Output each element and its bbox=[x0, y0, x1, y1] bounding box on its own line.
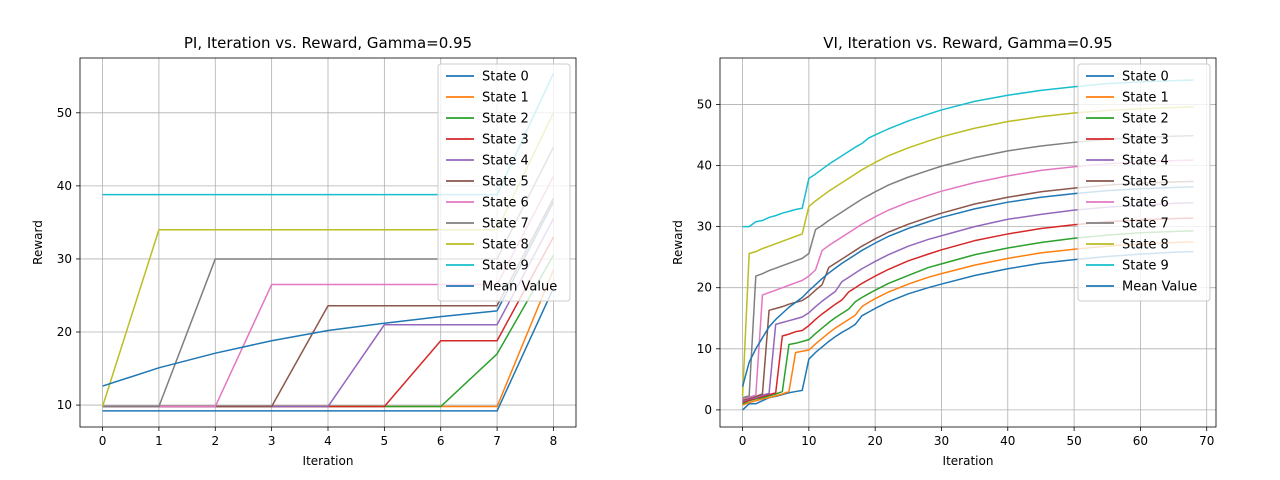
chart-2: 0 10 20 30 40 50 60 70 0 10 20 30 40 50 VI, Iteration … bbox=[671, 34, 1217, 468]
x-axis-label: Iteration bbox=[943, 454, 994, 468]
legend-label-state-3: State 3 bbox=[1122, 133, 1169, 148]
legend-label-mean-value: Mean Value bbox=[1122, 280, 1197, 295]
x-tick-label: 0 bbox=[739, 434, 747, 448]
series-line-mean-value bbox=[102, 201, 555, 387]
x-tick-label: 0 bbox=[99, 434, 107, 448]
series-line-state-0 bbox=[102, 287, 555, 412]
y-tick-label: 10 bbox=[57, 398, 72, 412]
x-tick-label: 4 bbox=[324, 434, 332, 448]
y-tick-label: 30 bbox=[697, 220, 712, 234]
legend-label-state-5: State 5 bbox=[482, 175, 529, 190]
series-line-state-6 bbox=[742, 159, 1194, 400]
x-tick-label: 6 bbox=[437, 434, 445, 448]
chart-title: VI, Iteration vs. Reward, Gamma=0.95 bbox=[823, 34, 1112, 52]
legend-label-mean-value: Mean Value bbox=[482, 280, 557, 295]
series-line-state-9 bbox=[742, 79, 1194, 228]
chart-1: 0 1 2 3 4 5 6 7 8 10 20 30 40 50 PI, Iteration vs. Rew… bbox=[31, 34, 577, 468]
legend-label-state-1: State 1 bbox=[1122, 91, 1169, 106]
x-tick-label: 2 bbox=[211, 434, 219, 448]
x-tick-label: 3 bbox=[268, 434, 276, 448]
legend-label-state-1: State 1 bbox=[482, 91, 529, 106]
series-line-state-2 bbox=[742, 230, 1194, 405]
legend-label-state-7: State 7 bbox=[482, 217, 529, 232]
legend: State 0 State 1 State 2 State 3 State 4 State… bbox=[437, 63, 571, 302]
y-tick-label: 50 bbox=[57, 106, 72, 120]
legend-box bbox=[437, 63, 571, 302]
y-tick-label: 50 bbox=[697, 97, 712, 111]
y-tick-label: 30 bbox=[57, 252, 72, 266]
series-line-state-5 bbox=[742, 180, 1194, 401]
legend-label-state-0: State 0 bbox=[482, 70, 529, 85]
y-tick-label: 10 bbox=[697, 342, 712, 356]
x-tick-label: 10 bbox=[801, 434, 816, 448]
series-line-state-4 bbox=[742, 202, 1194, 403]
legend-label-state-8: State 8 bbox=[1122, 238, 1169, 253]
series-line-state-1 bbox=[742, 241, 1194, 406]
legend-label-state-7: State 7 bbox=[1122, 217, 1169, 232]
series-lines bbox=[741, 79, 1194, 411]
legend: State 0 State 1 State 2 State 3 State 4 State… bbox=[1077, 63, 1211, 302]
axes-frame bbox=[719, 57, 1217, 428]
legend-label-state-3: State 3 bbox=[482, 133, 529, 148]
legend-label-state-2: State 2 bbox=[482, 112, 529, 127]
legend-label-state-5: State 5 bbox=[1122, 175, 1169, 190]
y-tick-label: 40 bbox=[57, 179, 72, 193]
legend-label-state-4: State 4 bbox=[1122, 154, 1169, 169]
y-tick-label: 0 bbox=[704, 403, 712, 417]
series-lines bbox=[101, 73, 555, 412]
x-tick-label: 30 bbox=[934, 434, 949, 448]
series-line-mean-value bbox=[741, 186, 1194, 387]
x-tick-label: 50 bbox=[1066, 434, 1081, 448]
series-line-state-3 bbox=[742, 217, 1194, 404]
x-axis-label: Iteration bbox=[303, 454, 354, 468]
x-tick-label: 20 bbox=[868, 434, 883, 448]
legend-label-state-0: State 0 bbox=[1122, 70, 1169, 85]
y-tick-label: 40 bbox=[697, 159, 712, 173]
x-tick-label: 1 bbox=[155, 434, 163, 448]
legend-label-state-6: State 6 bbox=[482, 196, 529, 211]
y-tick-label: 20 bbox=[697, 281, 712, 295]
x-tick-label: 5 bbox=[381, 434, 389, 448]
legend-box bbox=[1077, 63, 1211, 302]
legend-label-state-9: State 9 bbox=[1122, 259, 1169, 274]
y-axis-label: Reward bbox=[31, 220, 45, 265]
x-tick-label: 7 bbox=[493, 434, 501, 448]
legend-label-state-4: State 4 bbox=[482, 154, 529, 169]
chart-title: PI, Iteration vs. Reward, Gamma=0.95 bbox=[184, 34, 472, 52]
x-tick-label: 70 bbox=[1199, 434, 1214, 448]
y-tick-label: 20 bbox=[57, 325, 72, 339]
legend-label-state-6: State 6 bbox=[1122, 196, 1169, 211]
legend-label-state-2: State 2 bbox=[1122, 112, 1169, 127]
x-tick-label: 60 bbox=[1133, 434, 1148, 448]
legend-label-state-9: State 9 bbox=[482, 259, 529, 274]
x-tick-label: 40 bbox=[1000, 434, 1015, 448]
legend-label-state-8: State 8 bbox=[482, 238, 529, 253]
x-tick-label: 8 bbox=[550, 434, 558, 448]
y-axis-label: Reward bbox=[671, 220, 685, 265]
series-line-state-8 bbox=[741, 106, 1194, 397]
series-line-state-7 bbox=[742, 134, 1194, 399]
